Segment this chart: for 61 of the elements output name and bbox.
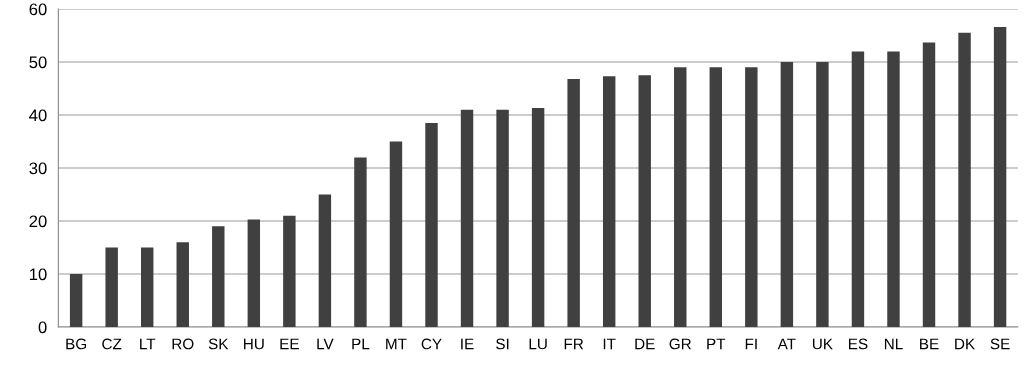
y-tick-label: 60 — [29, 3, 47, 16]
y-tick-label: 20 — [29, 215, 47, 228]
bar — [638, 75, 651, 327]
bar — [780, 62, 794, 327]
x-tick-label: LV — [317, 338, 334, 350]
bar — [567, 78, 580, 327]
bar — [993, 27, 1007, 327]
bar — [460, 109, 474, 327]
bar — [69, 274, 83, 327]
bar — [887, 51, 900, 327]
bar — [496, 109, 509, 327]
x-tick-label: BE — [920, 338, 939, 350]
x-tick-label: DE — [635, 338, 655, 350]
bar — [816, 62, 829, 327]
bar — [531, 108, 545, 327]
bar — [105, 247, 118, 327]
x-tick-label: CZ — [102, 338, 122, 350]
x-tick-label: FI — [745, 338, 757, 350]
bar — [247, 219, 261, 327]
x-tick-label: AT — [777, 338, 796, 350]
bar — [212, 226, 225, 327]
x-tick-label: DK — [955, 338, 975, 350]
x-tick-label: CY — [421, 338, 442, 350]
x-tick-label: EE — [280, 338, 299, 350]
y-tick-label: 50 — [29, 56, 47, 69]
x-tick-label: IE — [461, 338, 474, 350]
x-tick-label: FR — [564, 338, 584, 350]
x-tick-label: GR — [669, 338, 692, 350]
bar — [851, 51, 865, 327]
y-tick-label: 10 — [29, 268, 47, 281]
y-tick-label: 0 — [38, 321, 47, 334]
bar — [922, 42, 936, 327]
bar — [745, 67, 758, 327]
x-tick-label: MT — [386, 338, 407, 350]
x-tick-label: UK — [812, 338, 833, 350]
bar — [176, 242, 189, 327]
x-tick-label: SE — [990, 338, 1010, 350]
x-tick-label: SK — [208, 338, 229, 350]
bar — [674, 67, 687, 327]
x-tick-label: SI — [496, 338, 509, 350]
bar — [318, 194, 332, 327]
y-tick-label: 30 — [29, 162, 47, 175]
x-tick-label: RO — [172, 338, 194, 350]
bar — [602, 76, 616, 327]
bar — [389, 141, 403, 327]
x-tick-label: NL — [884, 338, 903, 350]
x-tick-label: IT — [603, 338, 616, 350]
x-tick-label: PL — [352, 338, 370, 350]
bar — [709, 67, 723, 327]
x-tick-label: LU — [529, 338, 547, 350]
x-tick-label: BG — [66, 338, 87, 350]
x-tick-label: PT — [707, 338, 726, 350]
x-tick-label: HU — [244, 338, 264, 350]
x-tick-label: ES — [849, 338, 868, 350]
x-tick-label: LT — [140, 338, 156, 350]
bar — [425, 122, 438, 327]
bar — [283, 215, 296, 327]
bar — [140, 247, 154, 327]
y-tick-label: 40 — [29, 109, 47, 122]
bar — [958, 32, 971, 327]
bar — [354, 157, 367, 327]
